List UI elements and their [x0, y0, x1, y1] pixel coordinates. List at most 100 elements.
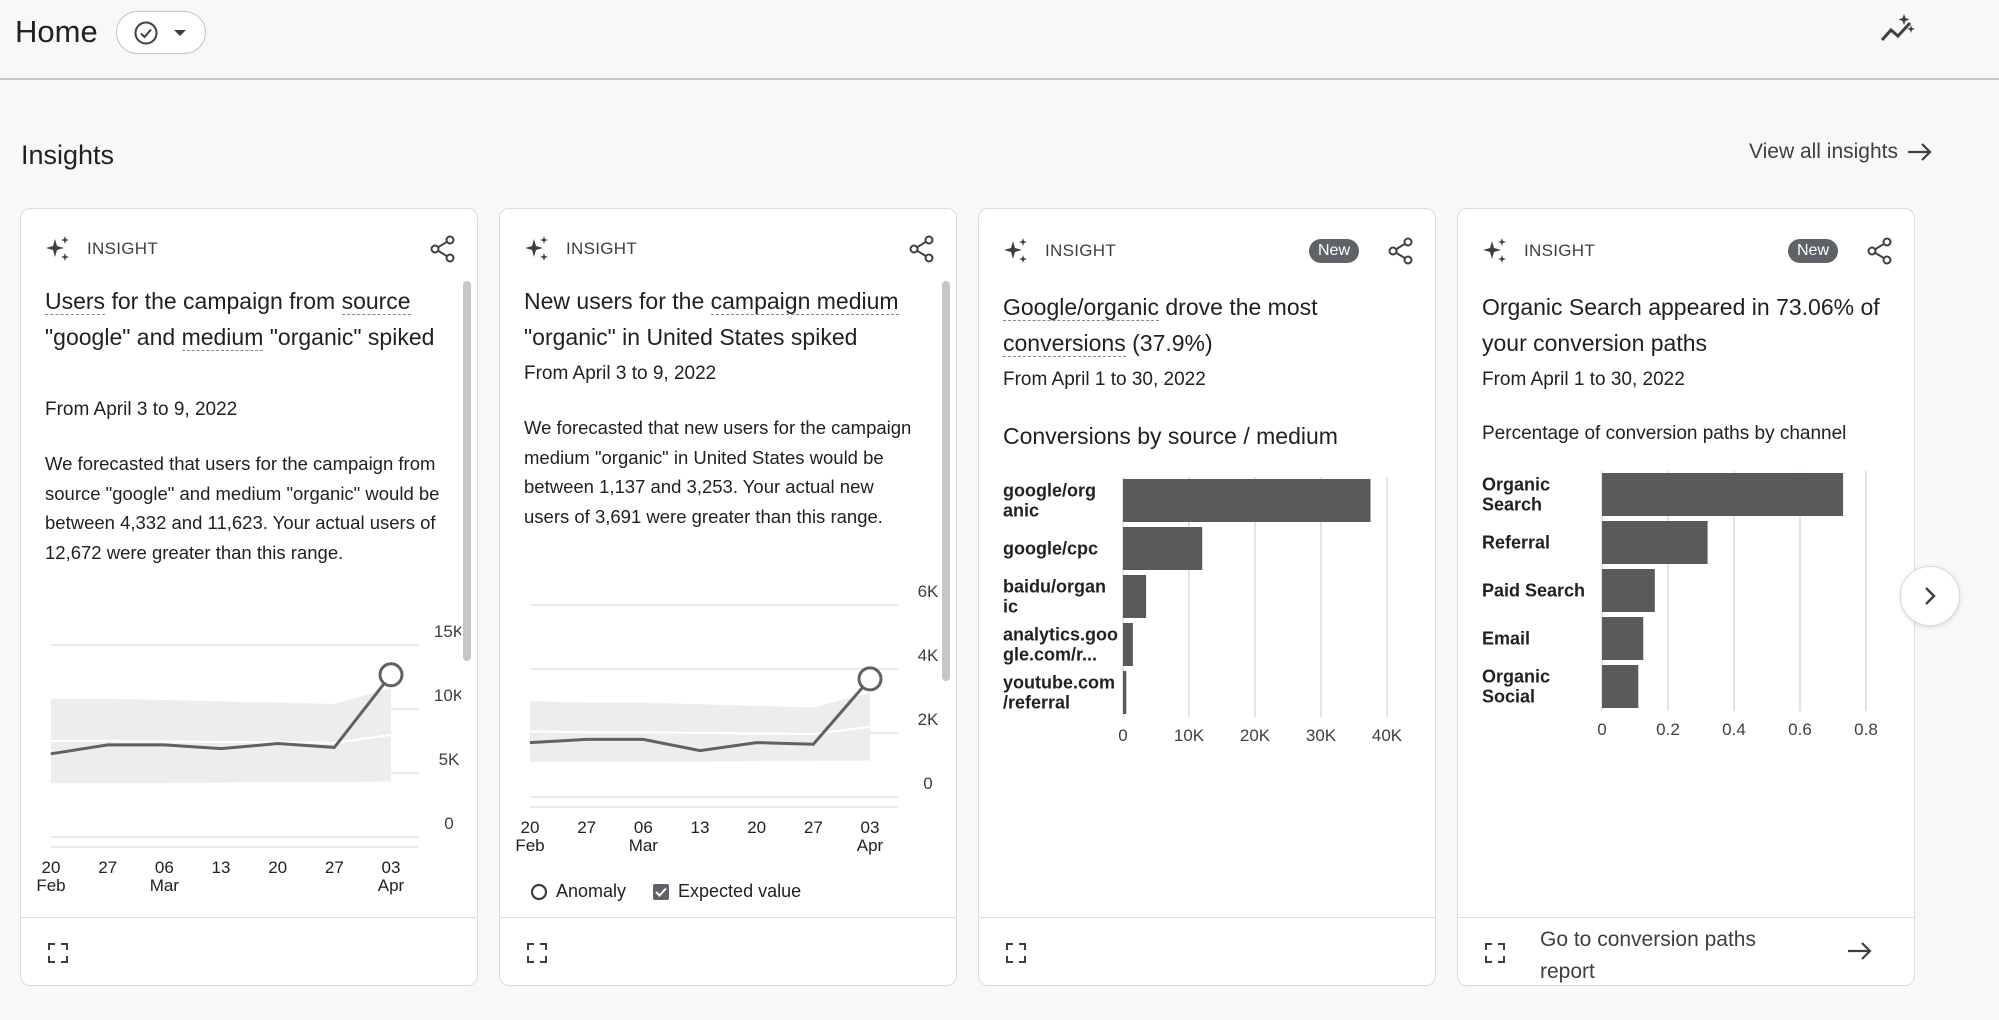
x-tick-label: 13: [691, 818, 710, 837]
card-title: Users for the campaign from source "goog…: [45, 283, 443, 355]
y-tick-label: 15K: [434, 622, 461, 641]
category-label: Email: [1482, 629, 1530, 649]
y-tick-label: 0: [444, 814, 453, 833]
bar-chart: 0 0.2 0.4 0.6 0.8 Organic Search Referral Paid S…: [1482, 471, 1878, 739]
x-tick-label: 13: [212, 858, 231, 877]
data-point: [756, 742, 758, 744]
legend-label: Expected value: [678, 881, 802, 901]
x-tick-label: 10K: [1174, 726, 1205, 745]
carousel-next-button[interactable]: [1900, 566, 1960, 626]
anomaly-point: [378, 662, 404, 688]
x-tick-label: 06 Mar: [150, 858, 180, 895]
sparkline-insights-icon: [1880, 14, 1915, 42]
page-title: Home: [15, 14, 98, 49]
bar: [1602, 473, 1844, 516]
data-point: [220, 748, 222, 750]
expand-icon[interactable]: [47, 942, 69, 964]
sparkle-icon: [1483, 238, 1506, 263]
share-icon[interactable]: [1387, 237, 1415, 265]
bar: [1123, 623, 1133, 666]
category-label: Organic Social: [1482, 667, 1550, 707]
arrow-right-icon: [1908, 143, 1932, 161]
x-tick-label: 27: [325, 858, 344, 877]
title-text: for the: [632, 288, 711, 314]
expected-value-line: [51, 733, 392, 744]
expand-icon[interactable]: [1484, 942, 1506, 964]
dimension-link[interactable]: Google/organic: [1003, 294, 1159, 321]
sparkle-icon: [46, 236, 69, 261]
card-description: We forecasted that users for the campaig…: [45, 453, 440, 563]
caret-down-icon: [174, 29, 186, 36]
expected-range-band: [51, 688, 391, 784]
category-label: google/cpc: [1003, 539, 1098, 559]
expand-icon[interactable]: [526, 942, 548, 964]
x-tick-label: 20 Feb: [36, 858, 65, 895]
card-header: INSIGHT: [522, 231, 936, 267]
category-label: Referral: [1482, 533, 1550, 553]
bar: [1602, 521, 1708, 564]
y-tick-label: 5K: [439, 750, 460, 769]
title-text: drove the most: [1159, 294, 1318, 320]
data-point: [699, 750, 701, 752]
category-label: baidu/organ ic: [1003, 577, 1106, 617]
status-dropdown[interactable]: [116, 11, 206, 54]
bar: [1602, 569, 1655, 612]
conversion-paths-link[interactable]: Go to conversion paths report: [1540, 928, 1756, 983]
dimension-link[interactable]: medium: [181, 324, 264, 351]
share-icon[interactable]: [429, 235, 457, 263]
card-footer: [21, 917, 477, 985]
data-point: [812, 743, 814, 745]
metric-link[interactable]: conversions: [1003, 330, 1126, 357]
new-badge: New: [1787, 239, 1838, 263]
x-tick-label: 0.4: [1722, 720, 1746, 739]
x-tick-label: 0.6: [1788, 720, 1812, 739]
category-label: youtube.com/referral: [1003, 673, 1115, 713]
card-footer: [979, 917, 1435, 985]
insights-button[interactable]: [1878, 10, 1918, 50]
y-tick-label: 10K: [434, 686, 461, 705]
sparkle-icon: [1004, 238, 1027, 263]
x-tick-label: 40K: [1372, 726, 1403, 745]
insight-card[interactable]: INSIGHT Users for the campaign from sour…: [20, 208, 478, 986]
expand-icon[interactable]: [1005, 942, 1027, 964]
insight-card[interactable]: INSIGHT New users for the campaign mediu…: [499, 208, 957, 986]
metric-link[interactable]: Users: [45, 288, 106, 315]
anomaly-point: [857, 666, 883, 692]
x-tick-label: 20K: [1240, 726, 1271, 745]
data-point: [50, 753, 52, 755]
view-all-label: View all insights: [1748, 140, 1898, 163]
card-date: From April 1 to 30, 2022: [1003, 369, 1206, 390]
insight-card[interactable]: INSIGHT New Google/organic drove the mos…: [978, 208, 1436, 986]
view-all-insights-link[interactable]: View all insights: [1749, 140, 1934, 164]
x-tick-label: 27: [98, 858, 117, 877]
category-label: Paid Search: [1482, 581, 1585, 601]
bar: [1123, 479, 1371, 522]
chart-title: Conversions by source / medium: [1003, 423, 1338, 449]
chevron-right-icon: [1925, 587, 1936, 605]
scrollbar[interactable]: [942, 281, 950, 681]
card-title: Google/organic drove the most conversion…: [1003, 289, 1401, 361]
share-icon[interactable]: [1866, 237, 1894, 265]
arrow-right-icon[interactable]: [1846, 940, 1874, 962]
data-point: [642, 738, 644, 740]
dimension-link[interactable]: campaign medium: [710, 288, 899, 315]
legend-item-anomaly[interactable]: Anomaly: [530, 881, 626, 902]
x-tick-label: 20 Feb: [515, 818, 544, 855]
y-tick-label: 4K: [918, 646, 939, 665]
dimension-link[interactable]: source: [341, 288, 411, 315]
data-point: [277, 743, 279, 745]
title-text: New users: [524, 288, 633, 314]
data-point: [333, 746, 335, 748]
title-text: "google" and: [45, 324, 182, 350]
insight-card[interactable]: INSIGHT New Organic Search appeared in 7…: [1457, 208, 1915, 986]
data-point: [586, 738, 588, 740]
bar: [1602, 665, 1639, 708]
y-tick-label: 0: [923, 774, 932, 793]
legend-item-expected[interactable]: Expected value: [652, 881, 801, 902]
card-kind-label: INSIGHT: [1524, 241, 1596, 260]
scrollbar[interactable]: [463, 281, 471, 661]
card-date: From April 3 to 9, 2022: [524, 363, 717, 384]
share-icon[interactable]: [908, 235, 936, 263]
top-bar: Home: [0, 0, 1999, 80]
bar: [1123, 671, 1127, 714]
